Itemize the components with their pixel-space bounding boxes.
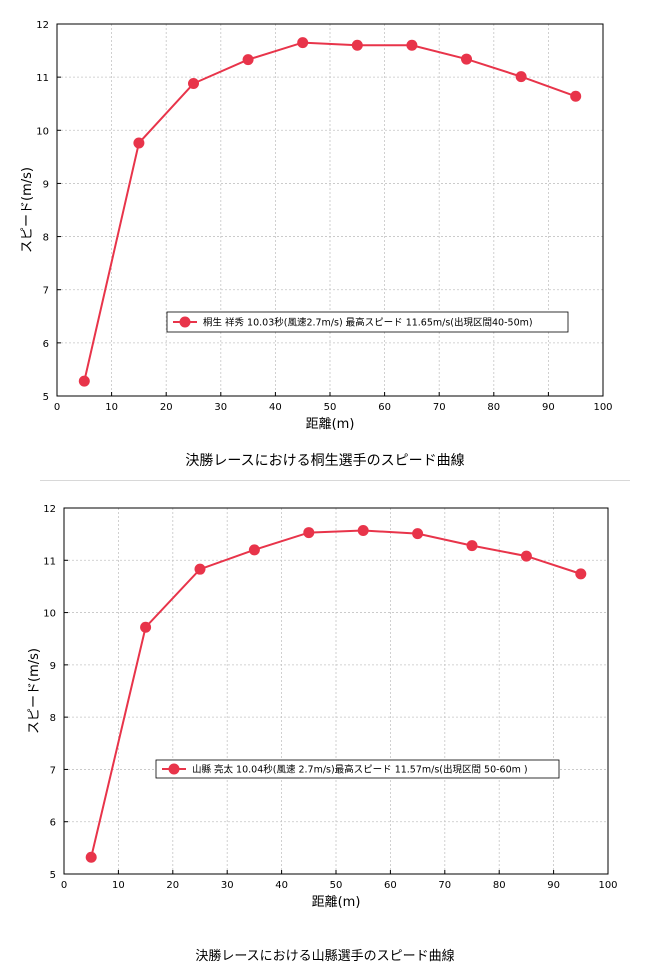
x-tick-label: 100	[593, 402, 612, 413]
data-point	[351, 39, 363, 51]
data-point	[520, 550, 532, 562]
series-line	[83, 41, 577, 382]
data-point	[412, 528, 424, 540]
x-tick-label: 70	[438, 880, 451, 891]
x-tick-label: 60	[378, 402, 391, 413]
data-point	[570, 90, 582, 102]
legend-label: 山縣 亮太 10.04秒(風速 2.7m/s)最高スピード 11.57m/s(出…	[192, 764, 528, 776]
y-axis-label: スピード(m/s)	[20, 167, 35, 253]
x-tick-label: 0	[61, 880, 67, 891]
y-tick-label: 11	[43, 556, 56, 567]
y-tick-label: 6	[43, 339, 49, 350]
data-point	[357, 524, 369, 536]
plot-frame	[63, 507, 609, 875]
y-tick-label: 10	[36, 126, 49, 137]
data-point	[466, 540, 478, 552]
data-point	[461, 53, 472, 65]
chart-panel-yamagata: 0 10 20 30 40 50 60 70 80 90 100 5 6 7 8 9 10 11 12 距離(m) スピ…	[0, 484, 650, 964]
legend-label: 桐生 祥秀 10.03秒(風速2.7m/s) 最高スピード 11.65m/s(出…	[203, 317, 533, 329]
x-tick-label: 90	[547, 880, 560, 891]
y-axis-label: スピード(m/s)	[27, 648, 42, 734]
chart-caption: 決勝レースにおける山縣選手のスピード曲線	[195, 949, 455, 964]
data-point	[297, 37, 309, 49]
x-tick-label: 20	[166, 880, 179, 891]
speed-curve-chart-yamagata: 0 10 20 30 40 50 60 70 80 90 100 5 6 7 8 9 10 11 12 距離(m) スピ…	[27, 504, 618, 910]
x-tick-label: 0	[54, 402, 60, 413]
x-tick-label: 80	[493, 880, 506, 891]
data-point	[248, 544, 260, 556]
x-tick-label: 80	[487, 402, 500, 413]
y-tick-label: 9	[50, 661, 56, 672]
x-tick-label: 20	[160, 402, 173, 413]
x-tick-label: 90	[542, 402, 555, 413]
x-tick-label: 10	[105, 402, 118, 413]
y-tick-label: 11	[36, 73, 49, 84]
y-tick-label: 5	[50, 870, 56, 881]
x-tick-label: 40	[269, 402, 282, 413]
legend-marker	[168, 763, 180, 775]
x-tick-label: 30	[221, 880, 234, 891]
data-point	[133, 137, 145, 149]
x-tick-label: 30	[214, 402, 227, 413]
y-tick-label: 8	[50, 713, 56, 724]
data-point	[85, 851, 97, 863]
y-tick-label: 6	[50, 818, 56, 829]
x-tick-label: 50	[324, 402, 337, 413]
chart-caption: 決勝レースにおける桐生選手のスピード曲線	[185, 453, 465, 469]
y-tick-label: 12	[36, 20, 49, 31]
data-point	[575, 568, 587, 580]
x-tick-label: 40	[275, 880, 288, 891]
y-tick-label: 10	[43, 609, 56, 620]
x-axis-label: 距離(m)	[306, 417, 355, 432]
x-tick-label: 70	[433, 402, 446, 413]
legend-marker	[179, 316, 191, 328]
y-tick-label: 7	[50, 765, 56, 776]
x-tick-label: 100	[598, 880, 617, 891]
y-tick-label: 8	[43, 233, 49, 244]
x-tick-label: 10	[112, 880, 125, 891]
data-point	[140, 621, 152, 633]
data-point	[406, 39, 418, 51]
speed-curve-chart-kiryu: 0 10 20 30 40 50 60 70 80 90 100 5 6 7 8 9 10 11 12 距離(m) スピ…	[20, 20, 613, 432]
y-tick-label: 9	[43, 179, 49, 190]
legend-box	[155, 759, 560, 779]
data-point	[242, 54, 254, 66]
data-point	[303, 527, 315, 539]
data-point	[78, 375, 90, 387]
y-tick-label: 5	[43, 392, 49, 403]
data-point	[515, 71, 527, 83]
data-point	[194, 563, 206, 575]
x-tick-label: 60	[384, 880, 397, 891]
chart-panel-kiryu: 0 10 20 30 40 50 60 70 80 90 100 5 6 7 8 9 10 11 12 距離(m) スピ…	[0, 0, 650, 480]
x-axis-label: 距離(m)	[312, 895, 361, 910]
panel-divider	[40, 480, 630, 481]
y-tick-label: 12	[43, 504, 56, 515]
series-line	[90, 529, 582, 858]
x-tick-label: 50	[330, 880, 343, 891]
legend-box	[166, 311, 569, 333]
y-tick-label: 7	[43, 286, 49, 297]
data-point	[188, 78, 199, 90]
